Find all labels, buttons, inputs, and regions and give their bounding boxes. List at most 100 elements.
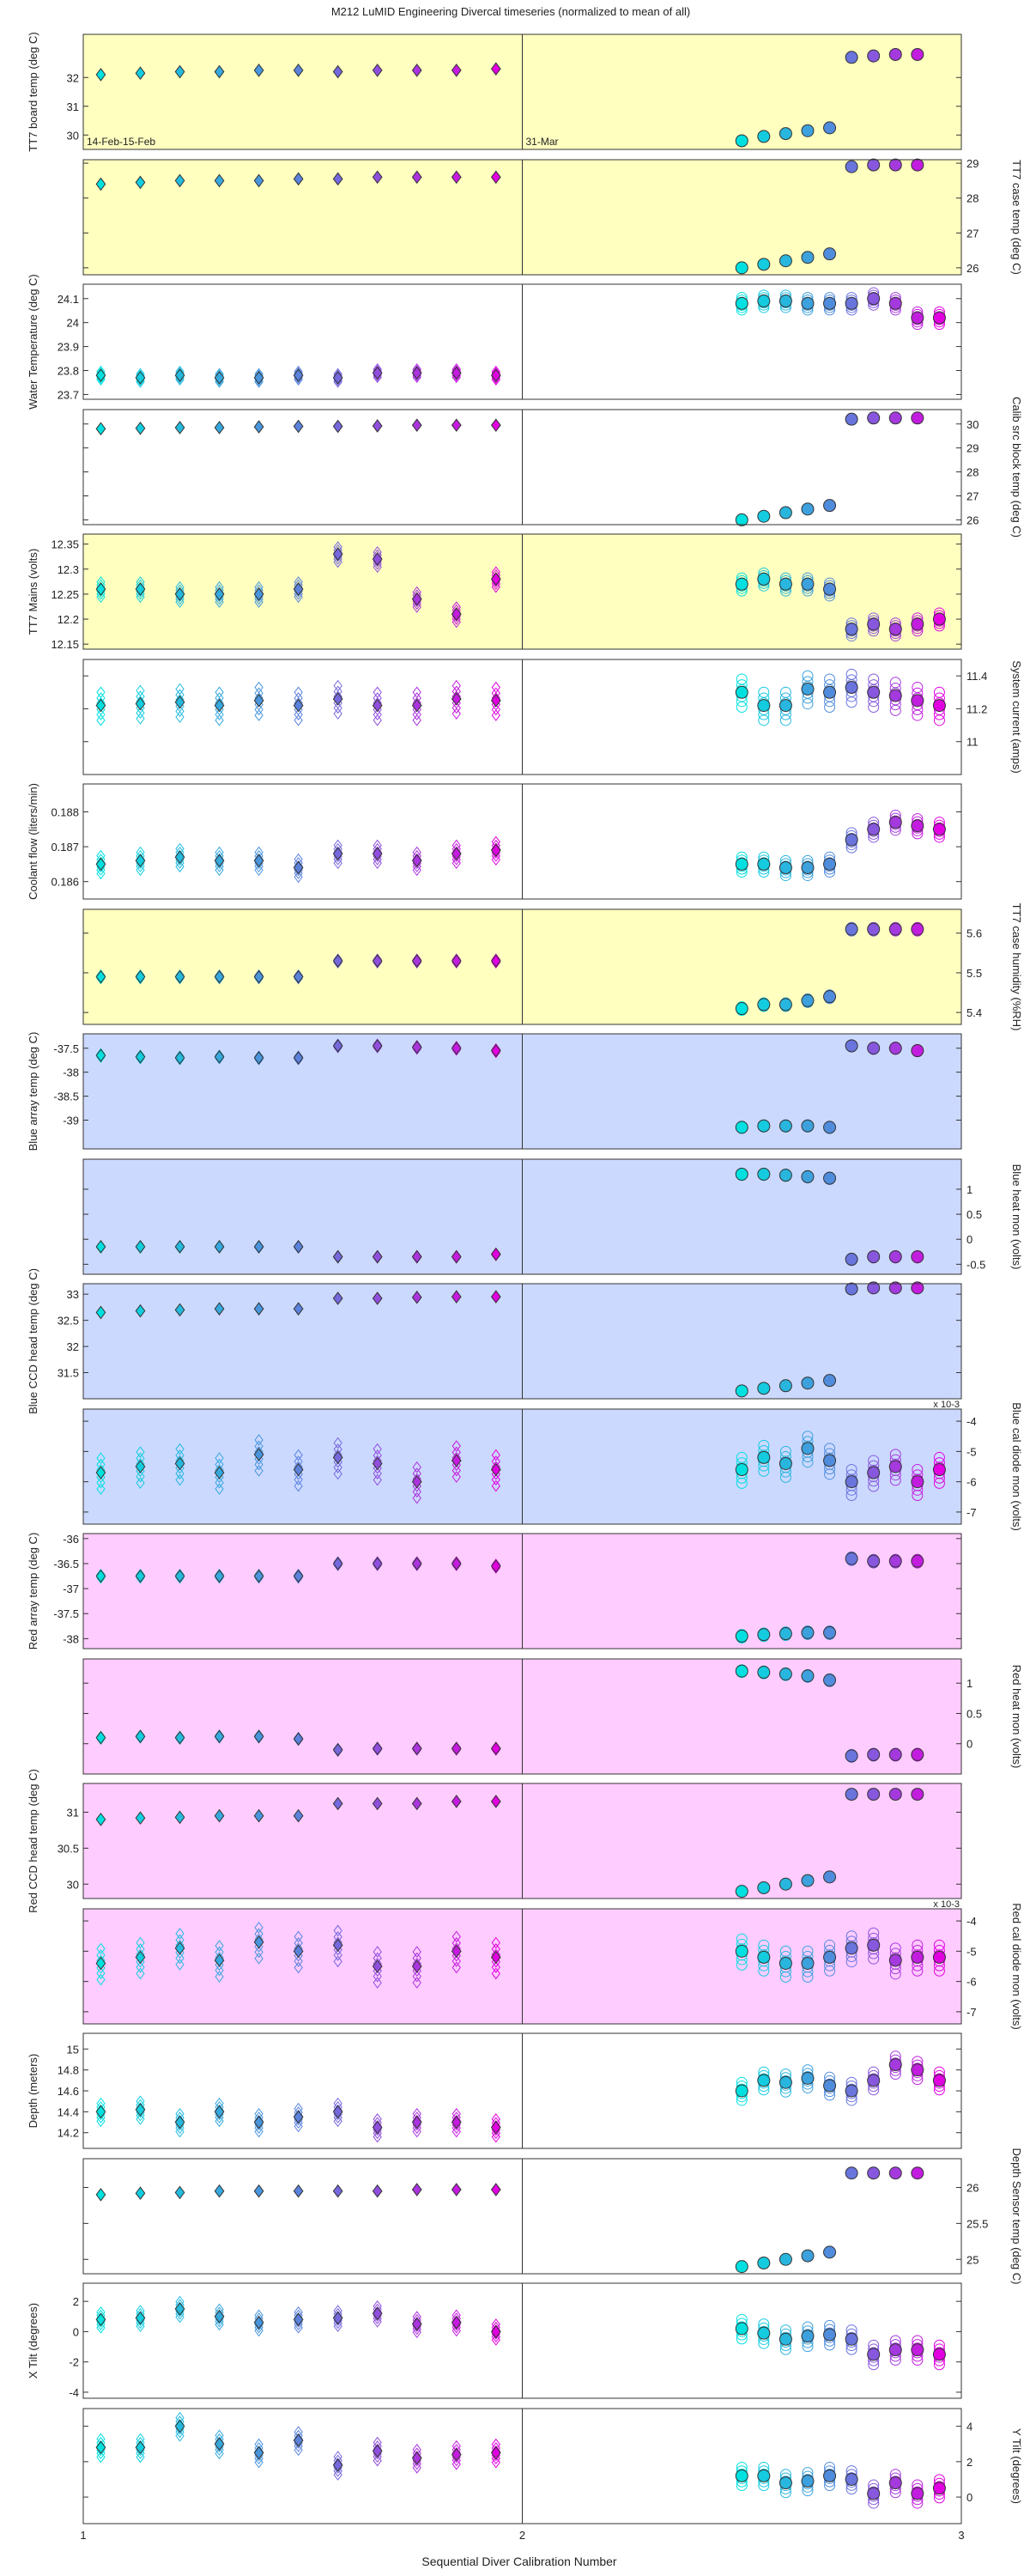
- mean-point: [332, 2458, 343, 2472]
- mean-point: [135, 1049, 146, 1064]
- mean-point: [911, 411, 924, 425]
- sample-point: [868, 1480, 880, 1492]
- mean-point: [411, 170, 422, 185]
- mean-point: [411, 698, 422, 713]
- mean-point: [823, 121, 837, 135]
- mean-point: [735, 296, 748, 310]
- mean-point: [372, 1741, 383, 1756]
- mean-point: [411, 1291, 422, 1304]
- panel-frame: [82, 1658, 962, 1775]
- mean-point: [845, 2166, 858, 2180]
- mean-point: [372, 1796, 383, 1811]
- panel-15: -7 -6 -5 -4 Red cal diode mon (volts) x 10-3: [82, 1899, 1023, 2030]
- mean-point: [757, 509, 771, 523]
- mean-point: [888, 1281, 902, 1295]
- mean-point: [372, 2120, 383, 2135]
- mean-point: [845, 1475, 858, 1489]
- mean-point: [757, 572, 771, 586]
- mean-point: [293, 2184, 304, 2198]
- mean-point: [801, 2071, 815, 2085]
- mean-point: [490, 843, 501, 857]
- mean-point: [411, 2317, 422, 2331]
- y-tick-label: 0.5: [966, 1208, 982, 1221]
- sample-point: [802, 1456, 814, 1468]
- mean-point: [332, 954, 343, 968]
- mean-point: [845, 51, 858, 64]
- mean-point: [867, 2348, 881, 2361]
- y-axis-label: Calib src block temp (deg C): [1010, 397, 1023, 538]
- sample-point: [933, 1477, 945, 1489]
- mean-point: [253, 173, 264, 188]
- mean-point: [451, 692, 462, 706]
- mean-point: [845, 833, 858, 847]
- mean-point: [779, 1119, 792, 1133]
- mean-point: [372, 2184, 383, 2198]
- mean-point: [867, 2074, 881, 2087]
- panel-frame: [82, 533, 962, 650]
- panel-11: -7 -6 -5 -4 Blue cal diode mon (volts) x 10-3: [82, 1400, 1023, 1531]
- mean-point: [332, 1557, 343, 1571]
- mean-point: [95, 177, 106, 191]
- y-tick-label: 26: [966, 2182, 978, 2195]
- mean-point: [801, 993, 815, 1007]
- mean-point: [888, 1250, 902, 1264]
- mean-point: [135, 2440, 146, 2455]
- mean-point: [214, 1302, 225, 1316]
- x-tick-label: 3: [958, 2529, 964, 2542]
- sample-point: [96, 686, 106, 699]
- mean-point: [757, 1450, 771, 1464]
- panel-frame: [82, 783, 962, 900]
- panel-2: 23.7 23.8 23.9 24 24.1 Water Temperature (deg…: [27, 274, 962, 410]
- mean-point: [735, 1002, 748, 1016]
- sample-point: [254, 1922, 264, 1934]
- y-axis-label: Red cal diode mon (volts): [1010, 1903, 1023, 2029]
- mean-point: [779, 1456, 792, 1470]
- sample-point: [333, 708, 342, 720]
- mean-point: [490, 1795, 501, 1808]
- mean-point: [411, 366, 422, 380]
- mean-point: [174, 368, 185, 382]
- mean-point: [801, 1669, 815, 1683]
- mean-point: [779, 860, 792, 874]
- y-tick-label: -4: [966, 1415, 977, 1428]
- mean-point: [253, 1808, 264, 1823]
- sample-point: [491, 1961, 500, 1973]
- y-tick-label: 26: [966, 262, 978, 275]
- mean-point: [845, 2472, 858, 2486]
- mean-point: [845, 1941, 858, 1955]
- mean-point: [490, 1247, 501, 1261]
- y-axis-label: Coolant flow (liters/min): [27, 783, 39, 900]
- mean-point: [214, 698, 225, 713]
- mean-point: [135, 582, 146, 596]
- mean-point: [411, 2115, 422, 2129]
- y-axis-label: System current (amps): [1010, 660, 1023, 773]
- y-tick-label: 31: [67, 100, 79, 113]
- sample-point: [254, 681, 264, 694]
- mean-point: [332, 2105, 343, 2119]
- sample-point: [294, 1961, 303, 1974]
- mean-point: [779, 1169, 792, 1182]
- mean-point: [214, 1953, 225, 1967]
- mean-point: [135, 175, 146, 190]
- mean-point: [411, 1040, 422, 1054]
- mean-point: [888, 47, 902, 61]
- mean-point: [372, 1039, 383, 1053]
- sample-point: [491, 709, 500, 721]
- mean-point: [757, 130, 771, 143]
- mean-point: [911, 922, 924, 936]
- mean-point: [735, 2469, 748, 2482]
- sample-point: [215, 1483, 224, 1495]
- mean-point: [332, 1039, 343, 1053]
- sample-point: [758, 1465, 770, 1477]
- mean-point: [757, 2074, 771, 2087]
- mean-point: [293, 860, 304, 875]
- mean-point: [95, 368, 106, 382]
- mean-point: [735, 1463, 748, 1477]
- sample-point: [175, 705, 185, 718]
- sample-point: [294, 1955, 303, 1967]
- y-tick-label: 0: [966, 1738, 972, 1751]
- mean-point: [174, 695, 185, 709]
- mean-point: [888, 2058, 902, 2072]
- mean-point: [801, 1442, 815, 1455]
- mean-point: [888, 1747, 902, 1761]
